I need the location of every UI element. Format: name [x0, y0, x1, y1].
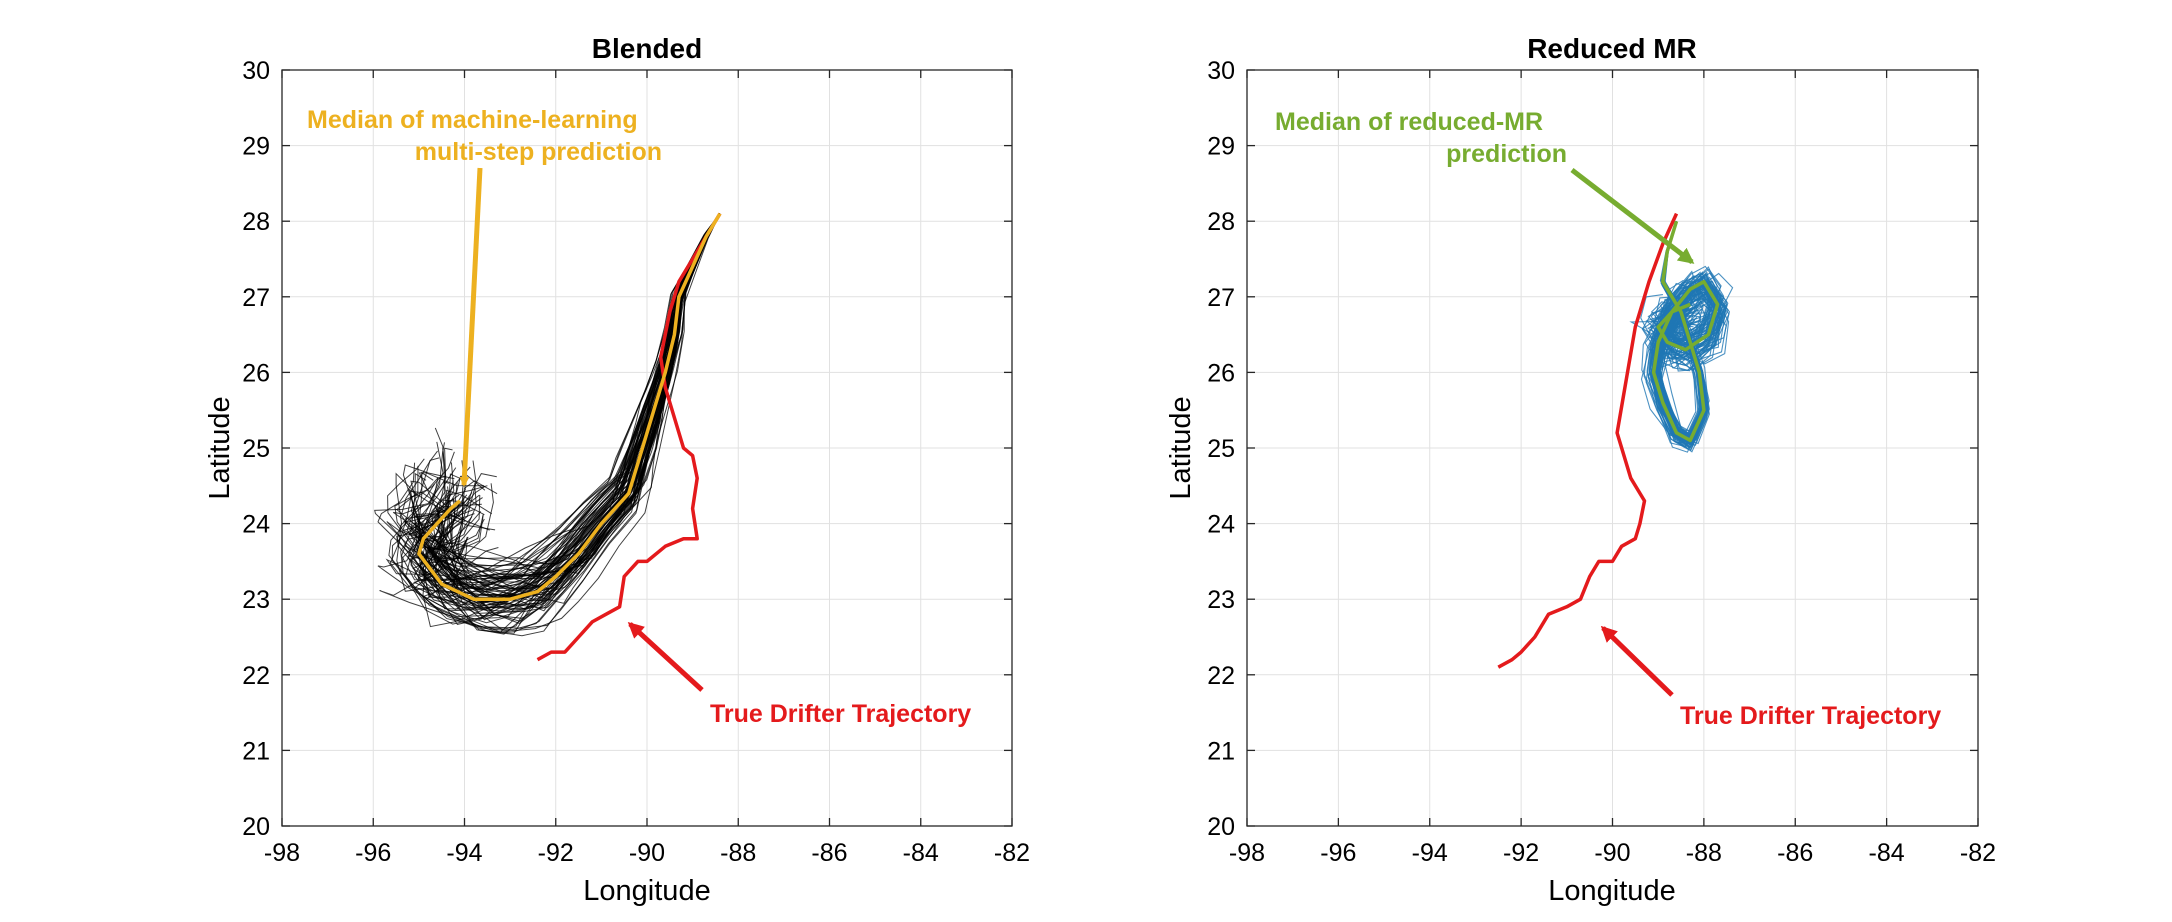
ensemble-trajectory — [401, 213, 721, 576]
true-drifter-arrow — [1600, 625, 1674, 697]
x-tick-label: -98 — [1229, 839, 1265, 867]
ensemble-trajectory — [395, 213, 721, 582]
ml-median-annotation-line2: multi-step prediction — [415, 138, 662, 166]
true-drifter-trajectory-line — [1497, 212, 1679, 669]
x-tick-label: -84 — [1869, 839, 1905, 867]
y-tick-label: 22 — [1207, 662, 1235, 690]
ml-median-arrow — [459, 167, 483, 487]
y-tick-label: 24 — [1207, 511, 1235, 539]
ticks: -98 -96 -94 -92 -90 -88 -86 -84 -82 20 21 22 23 24 25 2… — [1207, 57, 1996, 867]
ensemble-trajectory — [407, 213, 721, 581]
true-drifter-arrow — [627, 621, 704, 692]
x-tick-label: -82 — [994, 839, 1030, 867]
true-drifter-annotation: True Drifter Trajectory — [1680, 702, 1941, 730]
reduced-mr-median-arrow — [1570, 168, 1695, 264]
x-tick-label: -94 — [446, 839, 482, 867]
x-tick-label: -92 — [538, 839, 574, 867]
ensemble-trajectory — [439, 213, 721, 590]
x-axis-label: Longitude — [583, 875, 710, 907]
series-lines — [1497, 212, 1720, 669]
y-tick-label: 21 — [1207, 737, 1235, 765]
y-tick-label: 30 — [1207, 57, 1235, 85]
y-axis-label: Latitude — [1165, 396, 1197, 499]
y-tick-label: 28 — [1207, 208, 1235, 236]
x-tick-label: -96 — [1320, 839, 1356, 867]
y-tick-label: 29 — [242, 133, 270, 161]
x-tick-label: -86 — [1777, 839, 1813, 867]
x-axis-label: Longitude — [1548, 875, 1675, 907]
y-tick-label: 30 — [242, 57, 270, 85]
y-tick-label: 26 — [242, 359, 270, 387]
y-tick-label: 24 — [242, 511, 270, 539]
x-tick-label: -98 — [264, 839, 300, 867]
y-tick-label: 29 — [1207, 133, 1235, 161]
ensemble-trajectory — [402, 213, 721, 591]
x-tick-label: -94 — [1412, 839, 1448, 867]
ticks: -98 -96 -94 -92 -90 -88 -86 -84 -82 20 21 22 23 24 25 2… — [242, 57, 1030, 867]
x-tick-label: -90 — [629, 839, 665, 867]
y-tick-label: 27 — [242, 284, 270, 312]
y-tick-label: 20 — [1207, 813, 1235, 841]
y-tick-label: 23 — [1207, 586, 1235, 614]
reduced-mr-median-annotation-line1: Median of reduced-MR — [1275, 108, 1543, 136]
reduced-mr-panel: Reduced MR -98 -96 -94 -92 -90 -88 -86 -84 -82 20… — [1165, 33, 1996, 907]
ensemble-trajectory — [385, 213, 721, 631]
y-tick-label: 28 — [242, 208, 270, 236]
reduced-mr-median-annotation-line2: prediction — [1446, 140, 1567, 168]
median-prediction-line — [1651, 220, 1720, 443]
x-tick-label: -88 — [1686, 839, 1722, 867]
ensemble-trajectories — [374, 213, 721, 637]
true-drifter-trajectory-line — [536, 212, 722, 662]
x-tick-label: -96 — [355, 839, 391, 867]
ensemble-trajectory — [427, 213, 721, 590]
median-prediction-line — [417, 212, 722, 601]
x-tick-label: -88 — [720, 839, 756, 867]
ensemble-trajectory — [391, 213, 721, 612]
ml-median-annotation-line1: Median of machine-learning — [307, 106, 638, 134]
y-tick-label: 26 — [1207, 359, 1235, 387]
x-tick-label: -90 — [1594, 839, 1630, 867]
y-tick-label: 21 — [242, 737, 270, 765]
blended-panel: Blended -98 -96 -94 -92 -90 -88 -86 -84 -82 20 21 2… — [204, 33, 1030, 907]
ensemble-trajectory — [1644, 221, 1707, 448]
y-tick-label: 22 — [242, 662, 270, 690]
ensemble-trajectory — [434, 213, 721, 621]
x-tick-label: -92 — [1503, 839, 1539, 867]
x-tick-label: -86 — [811, 839, 847, 867]
x-tick-label: -82 — [1960, 839, 1996, 867]
panel-title: Blended — [592, 33, 702, 64]
y-tick-label: 23 — [242, 586, 270, 614]
series-lines — [417, 212, 722, 662]
y-tick-label: 27 — [1207, 284, 1235, 312]
panel-title: Reduced MR — [1527, 33, 1697, 64]
grid — [281, 69, 1013, 827]
y-tick-label: 25 — [1207, 435, 1235, 463]
x-tick-label: -84 — [903, 839, 939, 867]
y-tick-label: 25 — [242, 435, 270, 463]
y-axis-label: Latitude — [204, 396, 236, 499]
true-drifter-annotation: True Drifter Trajectory — [710, 700, 971, 728]
y-tick-label: 20 — [242, 813, 270, 841]
